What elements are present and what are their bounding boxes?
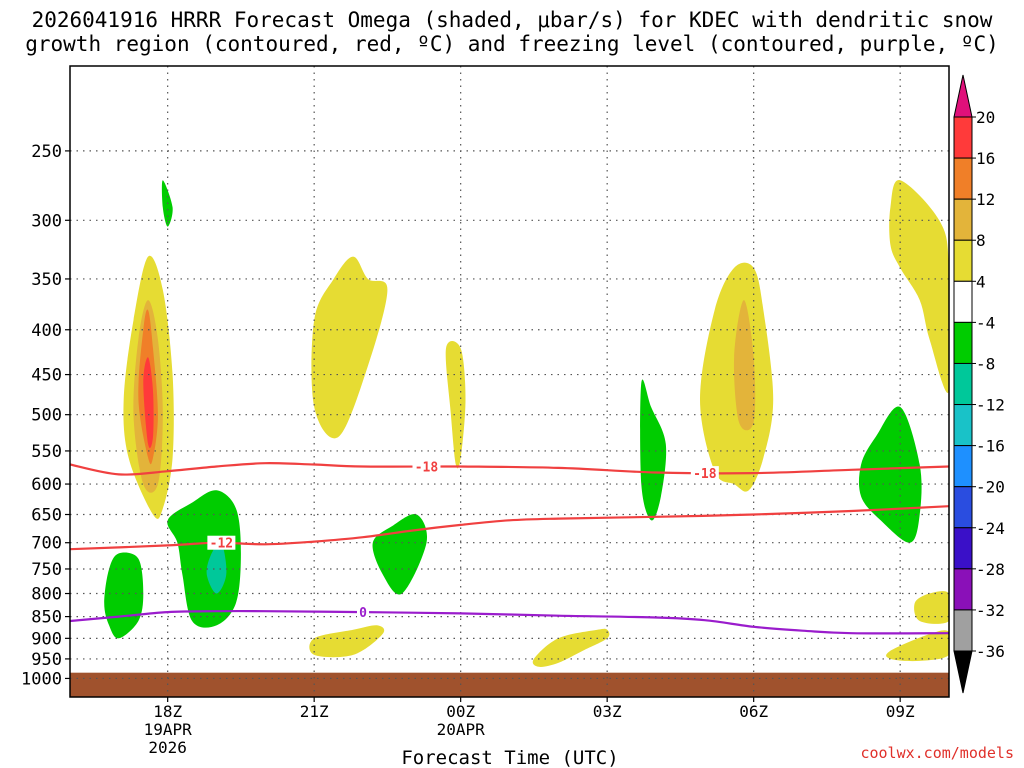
omega-colorbar: 20 16 12 8 4 -4 -8 -12 -16 -20 -24 -28 -32 -36 [953,74,1005,694]
contour-label-bg--18-0 [412,459,441,474]
colorbar-swatch-5 [953,321,973,364]
y-tick-label-650: 650 [31,506,62,526]
x-tick-label-6-1: 20APR [437,720,486,739]
x-tick-label-9-0: 03Z [593,702,622,721]
y-tick-label-400: 400 [31,321,62,341]
x-tick-label-12-0: 06Z [739,702,768,721]
colorbar-swatch-7 [953,404,973,447]
y-tick-label-800: 800 [31,585,62,605]
y-tick-label-900: 900 [31,629,62,649]
omega-region-4-8 [914,591,949,624]
contour-line-0 [70,609,949,635]
omega-region--8--4 [104,552,144,639]
grid-layer [70,66,949,697]
y-tick-label-300: 300 [31,211,62,231]
contour-label-0-0: 0 [359,606,367,621]
colorbar-bottom-cap [953,650,973,694]
colorbar-swatch-1 [953,157,973,200]
contour-label-bg--12-0 [207,535,236,550]
omega-region--12--8 [206,541,227,594]
omega-region--8--4 [640,379,667,521]
colorbar-label-2: 12 [976,190,995,209]
x-tick-label-0-0: 18Z [153,702,182,721]
ground-layer [70,672,949,697]
colorbar-top-cap [953,74,973,118]
omega-region-4-8 [309,625,385,658]
omega-region--8--4 [167,490,241,628]
y-tick-label-700: 700 [31,534,62,554]
y-axis: 2503003504004505005506006507007508008509… [21,142,70,689]
x-tick-label-6-0: 00Z [446,702,475,721]
colorbar-label-1: 16 [976,149,995,168]
contour-label--18-0: -18 [415,461,439,476]
omega-region-4-8 [532,628,610,667]
y-tick-label-350: 350 [31,270,62,290]
y-tick-label-850: 850 [31,608,62,628]
omega-region-4-8 [889,180,949,393]
omega-region-4-8 [311,256,388,439]
colorbar-label-13: -36 [976,642,1005,661]
contour-line--18 [70,462,949,476]
x-tick-label-3-0: 21Z [300,702,329,721]
omega-region-4-8 [445,340,466,469]
contour-label--18-1: -18 [693,467,717,482]
y-tick-label-600: 600 [31,475,62,495]
colorbar-label-0: 20 [976,108,995,127]
colorbar-swatch-8 [953,445,973,488]
contour-label-bg--18-1 [690,466,719,481]
colorbar-label-11: -28 [976,560,1005,579]
plot-frame [69,65,950,698]
colorbar-label-10: -24 [976,519,1005,538]
omega-region-16-20 [143,357,154,449]
y-tick-label-450: 450 [31,366,62,386]
colorbar-label-7: -12 [976,396,1005,415]
ground-fill [70,672,949,697]
y-tick-label-950: 950 [31,650,62,670]
contour-label--12-0: -12 [210,537,233,552]
colorbar-label-12: -32 [976,601,1005,620]
colorbar-label-8: -16 [976,437,1005,456]
chart-title-line-1: 2026041916 HRRR Forecast Omega (shaded, … [31,8,993,32]
x-axis-label: Forecast Time (UTC) [401,747,618,768]
omega-region-8-12 [733,300,756,431]
y-tick-label-250: 250 [31,142,62,162]
colorbar-swatch-4 [953,280,973,323]
website-credit: coolwx.com/models [860,744,1014,762]
colorbar-swatch-6 [953,362,973,406]
omega-region-4-8 [886,630,949,662]
x-tick-label-0-2: 2026 [148,738,187,757]
colorbar-label-6: -8 [976,354,995,373]
chart-title-line-2: growth region (contoured, red, ºC) and f… [25,32,999,56]
colorbar-swatch-3 [953,239,973,282]
x-tick-label-15-0: 09Z [886,702,915,721]
colorbar-swatch-0 [953,116,973,159]
contour-label-bg-0-0 [357,605,369,620]
omega-shading-layer [104,180,949,667]
y-tick-label-1000: 1000 [21,669,62,689]
colorbar-label-9: -20 [976,478,1005,497]
y-tick-label-750: 750 [31,560,62,580]
x-tick-label-0-1: 19APR [144,720,193,739]
colorbar-swatch-12 [953,609,973,652]
colorbar-swatch-10 [953,527,973,570]
y-tick-label-550: 550 [31,442,62,462]
contour-layer: -18 -18 -12 0 [70,459,949,635]
colorbar-label-3: 8 [976,231,986,250]
colorbar-label-5: -4 [976,313,995,332]
y-tick-label-500: 500 [31,406,62,426]
colorbar-swatch-11 [953,568,973,611]
colorbar-label-4: 4 [976,272,986,291]
colorbar-swatch-9 [953,486,973,529]
colorbar-swatch-2 [953,198,973,241]
omega-region--8--4 [858,406,922,543]
omega-region--8--4 [372,513,428,595]
